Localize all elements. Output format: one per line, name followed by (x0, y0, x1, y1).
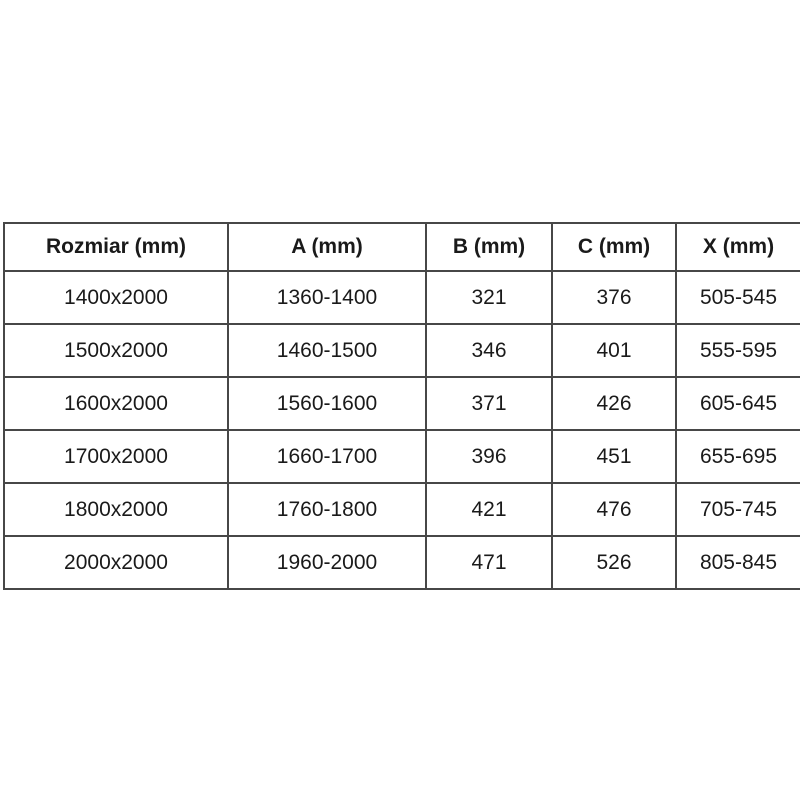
table-header: Rozmiar (mm) A (mm) B (mm) C (mm) X (mm) (3, 222, 800, 272)
table-header-row: Rozmiar (mm) A (mm) B (mm) C (mm) X (mm) (3, 222, 800, 272)
table-cell: 1400x2000 (3, 270, 229, 325)
table-body: 1400x2000 1360-1400 321 376 505-545 1500x2000… (3, 270, 800, 590)
table-cell: 321 (425, 270, 553, 325)
table-cell: 1460-1500 (227, 323, 427, 378)
column-header: Rozmiar (mm) (3, 222, 229, 272)
table-cell: 605-645 (675, 376, 800, 431)
column-header: C (mm) (551, 222, 677, 272)
table-cell: 476 (551, 482, 677, 537)
table-cell: 471 (425, 535, 553, 590)
table-cell: 1800x2000 (3, 482, 229, 537)
table-cell: 1360-1400 (227, 270, 427, 325)
table-cell: 1500x2000 (3, 323, 229, 378)
table-cell: 555-595 (675, 323, 800, 378)
table-cell: 505-545 (675, 270, 800, 325)
table-cell: 346 (425, 323, 553, 378)
dimensions-table: Rozmiar (mm) A (mm) B (mm) C (mm) X (mm) 140… (3, 222, 800, 590)
table-row: 1800x2000 1760-1800 421 476 705-745 (3, 482, 800, 537)
table-cell: 401 (551, 323, 677, 378)
table-cell: 526 (551, 535, 677, 590)
table-cell: 371 (425, 376, 553, 431)
table-cell: 2000x2000 (3, 535, 229, 590)
table-cell: 1600x2000 (3, 376, 229, 431)
table-cell: 376 (551, 270, 677, 325)
table-cell: 655-695 (675, 429, 800, 484)
table-cell: 805-845 (675, 535, 800, 590)
table-cell: 705-745 (675, 482, 800, 537)
table-row: 1400x2000 1360-1400 321 376 505-545 (3, 270, 800, 325)
table-row: 1600x2000 1560-1600 371 426 605-645 (3, 376, 800, 431)
table-cell: 451 (551, 429, 677, 484)
column-header: A (mm) (227, 222, 427, 272)
table-cell: 1760-1800 (227, 482, 427, 537)
table-cell: 1560-1600 (227, 376, 427, 431)
column-header: B (mm) (425, 222, 553, 272)
table-cell: 396 (425, 429, 553, 484)
table-cell: 1960-2000 (227, 535, 427, 590)
dimensions-table-container: Rozmiar (mm) A (mm) B (mm) C (mm) X (mm) 140… (3, 222, 800, 590)
table-row: 1700x2000 1660-1700 396 451 655-695 (3, 429, 800, 484)
table-cell: 1660-1700 (227, 429, 427, 484)
column-header: X (mm) (675, 222, 800, 272)
table-row: 2000x2000 1960-2000 471 526 805-845 (3, 535, 800, 590)
table-cell: 1700x2000 (3, 429, 229, 484)
table-row: 1500x2000 1460-1500 346 401 555-595 (3, 323, 800, 378)
table-cell: 421 (425, 482, 553, 537)
table-cell: 426 (551, 376, 677, 431)
